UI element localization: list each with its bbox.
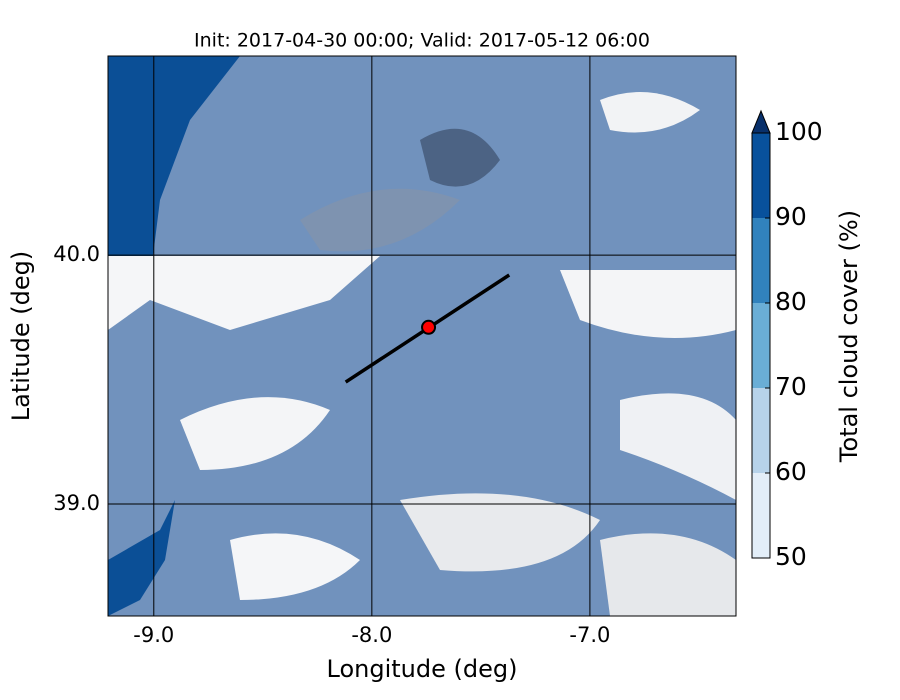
field-dark <box>108 56 240 300</box>
cloud-field <box>108 56 736 616</box>
y-tick-label: 39.0 <box>53 491 100 515</box>
field-clear <box>600 92 700 133</box>
field-clear <box>560 270 736 338</box>
y-tick-label: 40.0 <box>53 242 100 266</box>
colorbar-tick-label: 70 <box>775 372 807 401</box>
colorbar-band <box>752 133 770 218</box>
field-clear <box>108 256 380 330</box>
colorbar-tick-label: 60 <box>775 457 807 486</box>
field-dark <box>108 500 175 616</box>
plot-frame <box>107 55 737 617</box>
colorbar-tick-label: 50 <box>775 542 807 571</box>
plot-layer <box>108 56 736 616</box>
colorbar-extend <box>751 109 771 134</box>
colorbar-band <box>752 388 770 473</box>
field-clear <box>600 533 736 616</box>
x-tick-label: -9.0 <box>133 623 174 647</box>
field-clear <box>230 533 360 600</box>
colorbar-band <box>752 218 770 303</box>
colorbar-tick-label: 80 <box>775 287 807 316</box>
field-clear <box>620 393 736 500</box>
colorbar-frame <box>751 132 771 559</box>
chart-title: Init: 2017-04-30 00:00; Valid: 2017-05-1… <box>194 30 650 52</box>
field-shade <box>300 188 460 252</box>
colorbar-tick-label: 90 <box>775 202 807 231</box>
field-clear <box>400 493 600 572</box>
x-tick-label: -8.0 <box>351 623 392 647</box>
x-axis-label: Longitude (deg) <box>327 655 518 683</box>
y-axis-label: Latitude (deg) <box>7 251 35 421</box>
colorbar-band <box>752 473 770 558</box>
location-point <box>421 319 437 335</box>
colorbar-band <box>752 303 770 388</box>
field-shade <box>420 128 500 187</box>
colorbar-label: Total cloud cover (%) <box>835 210 863 463</box>
field-clear <box>180 397 330 470</box>
x-tick-label: -7.0 <box>569 623 610 647</box>
colorbar-tick-label: 100 <box>775 117 823 146</box>
